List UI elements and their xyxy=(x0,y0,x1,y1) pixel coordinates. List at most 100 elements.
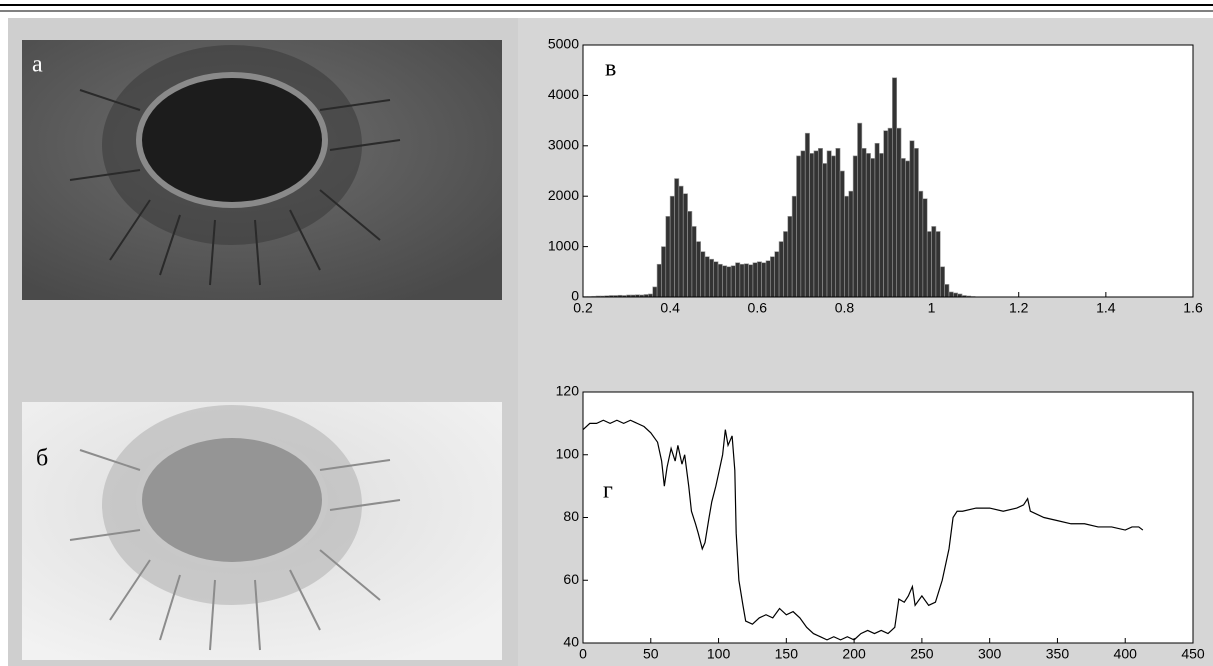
bar xyxy=(796,155,802,298)
x-tick-label: 100 xyxy=(707,646,731,662)
bar xyxy=(726,266,732,298)
bar xyxy=(787,216,793,298)
plot-area xyxy=(583,392,1193,643)
photo-b: б xyxy=(22,402,502,660)
panel-label: в xyxy=(605,56,616,82)
y-tick-label: 1000 xyxy=(548,237,579,253)
bar xyxy=(944,284,950,298)
x-tick-label: 250 xyxy=(910,646,934,662)
bar xyxy=(909,140,915,298)
data-line xyxy=(582,419,1144,641)
bar xyxy=(935,231,941,298)
bar xyxy=(822,163,828,298)
bar xyxy=(765,260,771,298)
bar xyxy=(939,266,945,298)
bar xyxy=(739,263,745,298)
bar xyxy=(778,241,784,298)
bar xyxy=(783,231,789,298)
bar xyxy=(883,130,889,298)
bar xyxy=(874,142,880,298)
bar xyxy=(948,291,954,298)
bar xyxy=(835,148,841,298)
bar xyxy=(687,211,693,298)
bar xyxy=(748,264,754,298)
x-tick-label: 400 xyxy=(1114,646,1138,662)
bar xyxy=(848,190,854,298)
bar xyxy=(770,256,776,298)
x-tick-label: 1.6 xyxy=(1183,300,1203,316)
bar xyxy=(717,263,723,298)
bar xyxy=(735,262,741,298)
bar xyxy=(922,198,928,298)
bar xyxy=(761,262,767,298)
bar xyxy=(700,251,706,298)
bar xyxy=(813,150,819,298)
bar xyxy=(839,170,845,298)
bar xyxy=(852,155,858,298)
x-tick-label: 1.4 xyxy=(1096,300,1116,316)
bar xyxy=(652,286,658,298)
photo-a: а xyxy=(22,40,502,300)
bar xyxy=(953,292,959,298)
y-tick-label: 0 xyxy=(571,288,579,304)
x-tick-label: 0.6 xyxy=(748,300,768,316)
x-tick-label: 200 xyxy=(842,646,866,662)
bar xyxy=(674,178,680,298)
bar xyxy=(752,262,758,298)
bar xyxy=(756,261,762,298)
y-tick-label: 60 xyxy=(563,571,579,587)
bar xyxy=(900,158,906,298)
bar xyxy=(865,153,871,298)
bar xyxy=(678,185,684,298)
bar xyxy=(791,195,797,298)
chart: 0 50 100 150 200 250 300 350 400 450 40 60 80 100 120 г xyxy=(556,383,1205,662)
bar xyxy=(669,195,675,298)
bar xyxy=(722,265,728,298)
bar xyxy=(931,226,937,298)
chart: 0.2 0.4 0.6 0.8 1 1.2 1.4 1.6 0 1000 2000 3000 4000 5… xyxy=(548,36,1203,316)
x-tick-label: 450 xyxy=(1181,646,1205,662)
axes-frame xyxy=(582,391,1194,644)
bar xyxy=(926,231,932,298)
y-tick-label: 2000 xyxy=(548,187,579,203)
x-tick-label: 0.8 xyxy=(835,300,855,316)
bar xyxy=(743,263,749,298)
x-tick-label: 0 xyxy=(579,646,587,662)
bar xyxy=(800,150,806,298)
bar xyxy=(905,160,911,298)
x-tick-label: 150 xyxy=(775,646,799,662)
y-tick-label: 80 xyxy=(563,508,579,524)
y-tick-label: 100 xyxy=(556,445,580,461)
x-tick-label: 350 xyxy=(1046,646,1070,662)
bar xyxy=(682,193,688,298)
bar xyxy=(804,132,810,298)
bar xyxy=(695,241,701,298)
bar xyxy=(713,261,719,298)
bar xyxy=(661,246,667,298)
y-tick-label: 3000 xyxy=(548,137,579,153)
bar xyxy=(861,148,867,298)
bar xyxy=(896,127,902,298)
x-tick-label: 0.2 xyxy=(573,300,593,316)
y-tick-label: 40 xyxy=(563,634,579,650)
x-tick-label: 0.4 xyxy=(660,300,680,316)
bar xyxy=(817,148,823,298)
bar xyxy=(709,258,715,298)
y-tick-label: 5000 xyxy=(548,36,579,52)
x-tick-label: 50 xyxy=(643,646,659,662)
x-tick-label: 300 xyxy=(978,646,1002,662)
panel-label: б xyxy=(36,446,48,472)
bar xyxy=(665,216,671,298)
bar xyxy=(809,153,815,298)
axes-frame xyxy=(582,44,1194,298)
bar xyxy=(844,195,850,298)
bar xyxy=(656,263,662,298)
panel-label: г xyxy=(603,478,613,504)
bar xyxy=(704,256,710,298)
bar xyxy=(826,150,832,298)
bar xyxy=(918,190,924,298)
bar xyxy=(831,155,837,298)
bar xyxy=(870,158,876,298)
